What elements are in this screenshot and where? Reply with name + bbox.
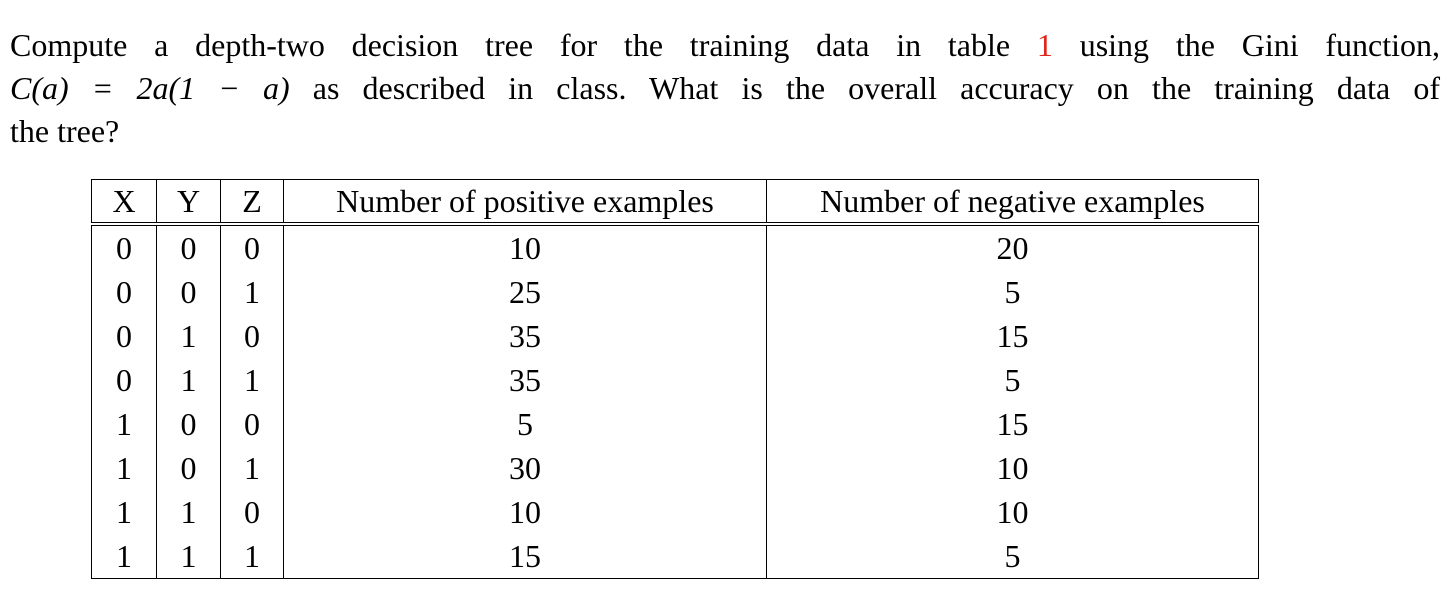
header-x: X xyxy=(91,179,157,225)
cell-y: 1 xyxy=(156,358,221,402)
table-row: 0 1 1 35 5 xyxy=(91,358,1259,402)
cell-y: 0 xyxy=(156,446,221,490)
cell-positive: 15 xyxy=(283,534,767,579)
cell-x: 1 xyxy=(91,446,157,490)
question-line-2: C(a) = 2a(1 − a) as described in class. … xyxy=(10,67,1440,110)
cell-negative: 20 xyxy=(766,224,1259,270)
cell-positive: 25 xyxy=(283,270,767,314)
cell-positive: 30 xyxy=(283,446,767,490)
cell-negative: 15 xyxy=(766,314,1259,358)
header-negative-examples: Number of negative examples xyxy=(766,179,1259,225)
cell-negative: 15 xyxy=(766,402,1259,446)
cell-z: 0 xyxy=(220,490,284,534)
table-row: 1 1 0 10 10 xyxy=(91,490,1259,534)
cell-z: 1 xyxy=(220,534,284,579)
cell-z: 1 xyxy=(220,358,284,402)
cell-positive: 35 xyxy=(283,314,767,358)
cell-z: 1 xyxy=(220,270,284,314)
question-text: Compute a depth-two decision tree for th… xyxy=(10,24,1440,153)
table-row: 0 1 0 35 15 xyxy=(91,314,1259,358)
cell-x: 0 xyxy=(91,314,157,358)
cell-y: 1 xyxy=(156,534,221,579)
question-text-part: using the Gini function, xyxy=(1079,27,1441,63)
cell-negative: 10 xyxy=(766,490,1259,534)
cell-x: 0 xyxy=(91,358,157,402)
table-reference-link[interactable]: 1 xyxy=(1036,27,1053,63)
cell-x: 1 xyxy=(91,534,157,579)
cell-negative: 5 xyxy=(766,534,1259,579)
table-row: 1 1 1 15 5 xyxy=(91,534,1259,579)
cell-positive: 10 xyxy=(283,224,767,270)
cell-x: 1 xyxy=(91,490,157,534)
gini-formula: C(a) = 2a(1 − a) xyxy=(10,70,290,106)
training-data-table: X Y Z Number of positive examples Number… xyxy=(91,179,1259,579)
question-text-part: as described in class. What is the overa… xyxy=(312,70,1441,106)
table-row: 0 0 1 25 5 xyxy=(91,270,1259,314)
cell-y: 0 xyxy=(156,402,221,446)
question-line-1: Compute a depth-two decision tree for th… xyxy=(10,24,1440,67)
cell-negative: 5 xyxy=(766,358,1259,402)
table-header-row: X Y Z Number of positive examples Number… xyxy=(91,179,1259,225)
cell-x: 1 xyxy=(91,402,157,446)
header-positive-examples: Number of positive examples xyxy=(283,179,767,225)
cell-z: 1 xyxy=(220,446,284,490)
cell-z: 0 xyxy=(220,314,284,358)
cell-y: 0 xyxy=(156,224,221,270)
cell-positive: 10 xyxy=(283,490,767,534)
cell-positive: 35 xyxy=(283,358,767,402)
question-line-3: the tree? xyxy=(10,113,120,149)
cell-negative: 5 xyxy=(766,270,1259,314)
table-row: 1 0 1 30 10 xyxy=(91,446,1259,490)
cell-negative: 10 xyxy=(766,446,1259,490)
cell-x: 0 xyxy=(91,270,157,314)
header-z: Z xyxy=(220,179,284,225)
cell-x: 0 xyxy=(91,224,157,270)
header-y: Y xyxy=(156,179,221,225)
cell-y: 0 xyxy=(156,270,221,314)
cell-z: 0 xyxy=(220,402,284,446)
cell-y: 1 xyxy=(156,314,221,358)
question-text-part: Compute a depth-two decision tree for th… xyxy=(10,27,1011,63)
cell-z: 0 xyxy=(220,224,284,270)
cell-y: 1 xyxy=(156,490,221,534)
table-row: 1 0 0 5 15 xyxy=(91,402,1259,446)
cell-positive: 5 xyxy=(283,402,767,446)
table-row: 0 0 0 10 20 xyxy=(91,224,1259,270)
